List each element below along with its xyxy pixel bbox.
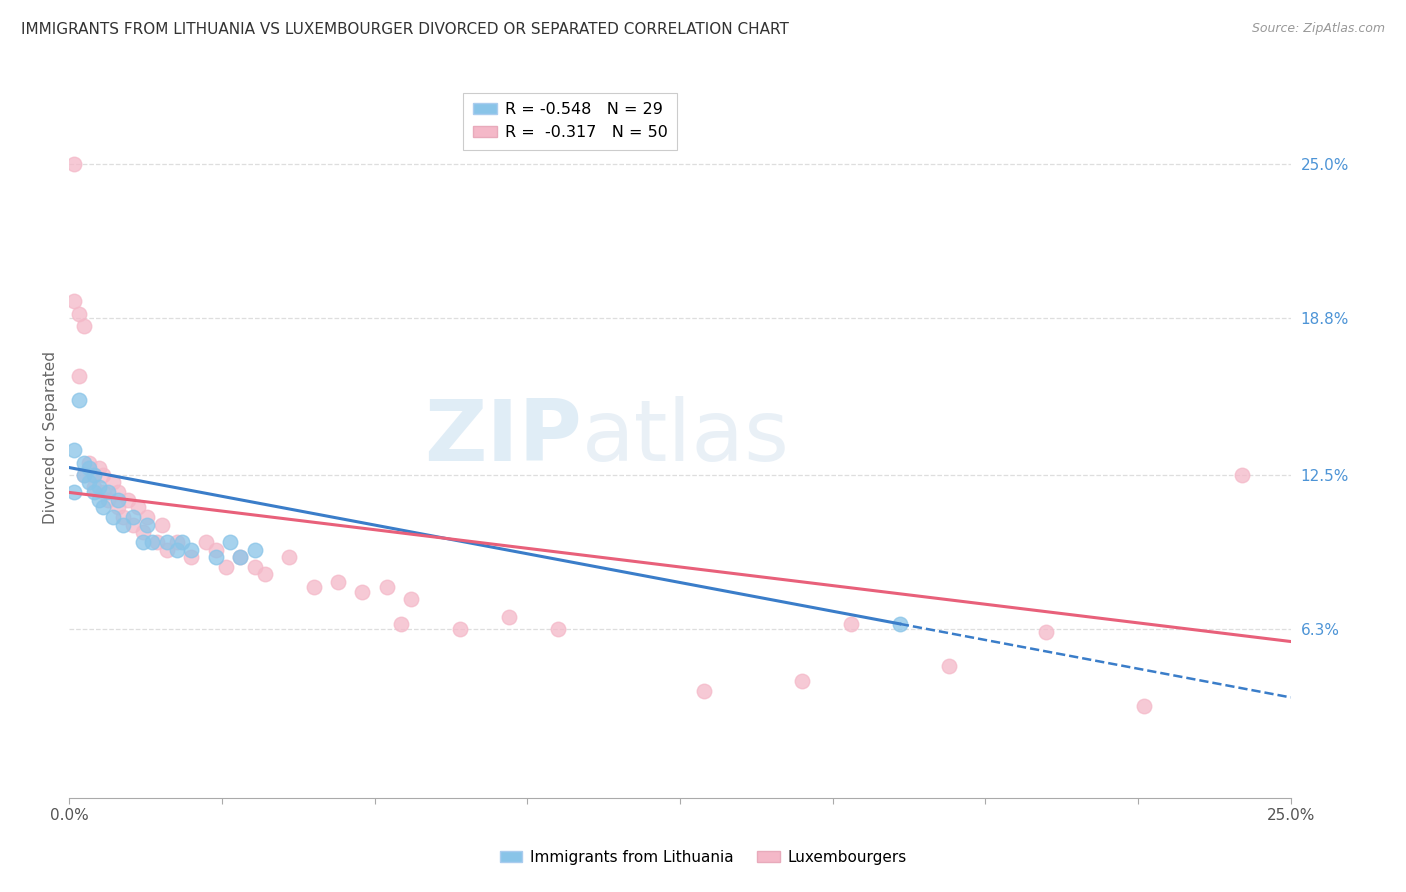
- Point: [63, 443, 86, 458]
- Point: [792, 674, 814, 689]
- Point: [77, 475, 100, 490]
- Point: [136, 517, 159, 532]
- Point: [111, 517, 134, 532]
- Point: [156, 542, 179, 557]
- Point: [229, 549, 252, 564]
- Point: [121, 517, 143, 532]
- Point: [1035, 624, 1057, 639]
- Point: [67, 306, 90, 320]
- Point: [131, 535, 153, 549]
- Point: [87, 492, 110, 507]
- Point: [73, 456, 96, 470]
- Point: [243, 560, 266, 574]
- Point: [63, 485, 86, 500]
- Point: [889, 617, 911, 632]
- Point: [204, 542, 226, 557]
- Point: [83, 468, 105, 483]
- Point: [73, 318, 96, 333]
- Point: [83, 480, 105, 494]
- Point: [73, 468, 96, 483]
- Point: [302, 580, 325, 594]
- Point: [150, 517, 173, 532]
- Point: [111, 510, 134, 524]
- Point: [63, 157, 86, 171]
- Point: [83, 468, 105, 483]
- Point: [547, 622, 569, 636]
- Point: [166, 535, 188, 549]
- Point: [498, 609, 520, 624]
- Point: [77, 460, 100, 475]
- Point: [166, 542, 188, 557]
- Point: [839, 617, 862, 632]
- Point: [253, 567, 276, 582]
- Text: ZIP: ZIP: [425, 396, 582, 479]
- Point: [87, 480, 110, 494]
- Point: [131, 525, 153, 540]
- Legend: R = -0.548   N = 29, R =  -0.317   N = 50: R = -0.548 N = 29, R = -0.317 N = 50: [463, 93, 678, 150]
- Point: [146, 535, 169, 549]
- Point: [693, 684, 716, 698]
- Point: [117, 492, 139, 507]
- Point: [214, 560, 236, 574]
- Point: [77, 456, 100, 470]
- Point: [195, 535, 218, 549]
- Point: [141, 535, 163, 549]
- Point: [127, 500, 149, 515]
- Point: [352, 584, 374, 599]
- Point: [1133, 699, 1156, 714]
- Point: [107, 485, 129, 500]
- Point: [97, 492, 120, 507]
- Point: [326, 574, 349, 589]
- Point: [67, 368, 90, 383]
- Point: [103, 510, 125, 524]
- Point: [449, 622, 471, 636]
- Point: [107, 492, 129, 507]
- Point: [180, 542, 202, 557]
- Point: [87, 460, 110, 475]
- Point: [229, 549, 252, 564]
- Point: [375, 580, 398, 594]
- Point: [136, 510, 159, 524]
- Point: [83, 485, 105, 500]
- Point: [204, 549, 226, 564]
- Point: [170, 535, 193, 549]
- Point: [63, 294, 86, 309]
- Point: [156, 535, 179, 549]
- Point: [1230, 468, 1253, 483]
- Text: IMMIGRANTS FROM LITHUANIA VS LUXEMBOURGER DIVORCED OR SEPARATED CORRELATION CHAR: IMMIGRANTS FROM LITHUANIA VS LUXEMBOURGE…: [21, 22, 789, 37]
- Point: [93, 485, 115, 500]
- Point: [243, 542, 266, 557]
- Point: [121, 510, 143, 524]
- Point: [93, 468, 115, 483]
- Point: [107, 500, 129, 515]
- Text: Source: ZipAtlas.com: Source: ZipAtlas.com: [1251, 22, 1385, 36]
- Point: [73, 468, 96, 483]
- Point: [93, 500, 115, 515]
- Point: [219, 535, 242, 549]
- Point: [180, 549, 202, 564]
- Point: [391, 617, 413, 632]
- Point: [399, 592, 422, 607]
- Point: [938, 659, 960, 673]
- Y-axis label: Divorced or Separated: Divorced or Separated: [44, 351, 58, 524]
- Point: [67, 393, 90, 408]
- Point: [278, 549, 301, 564]
- Text: atlas: atlas: [582, 396, 790, 479]
- Point: [103, 475, 125, 490]
- Legend: Immigrants from Lithuania, Luxembourgers: Immigrants from Lithuania, Luxembourgers: [494, 844, 912, 871]
- Point: [97, 485, 120, 500]
